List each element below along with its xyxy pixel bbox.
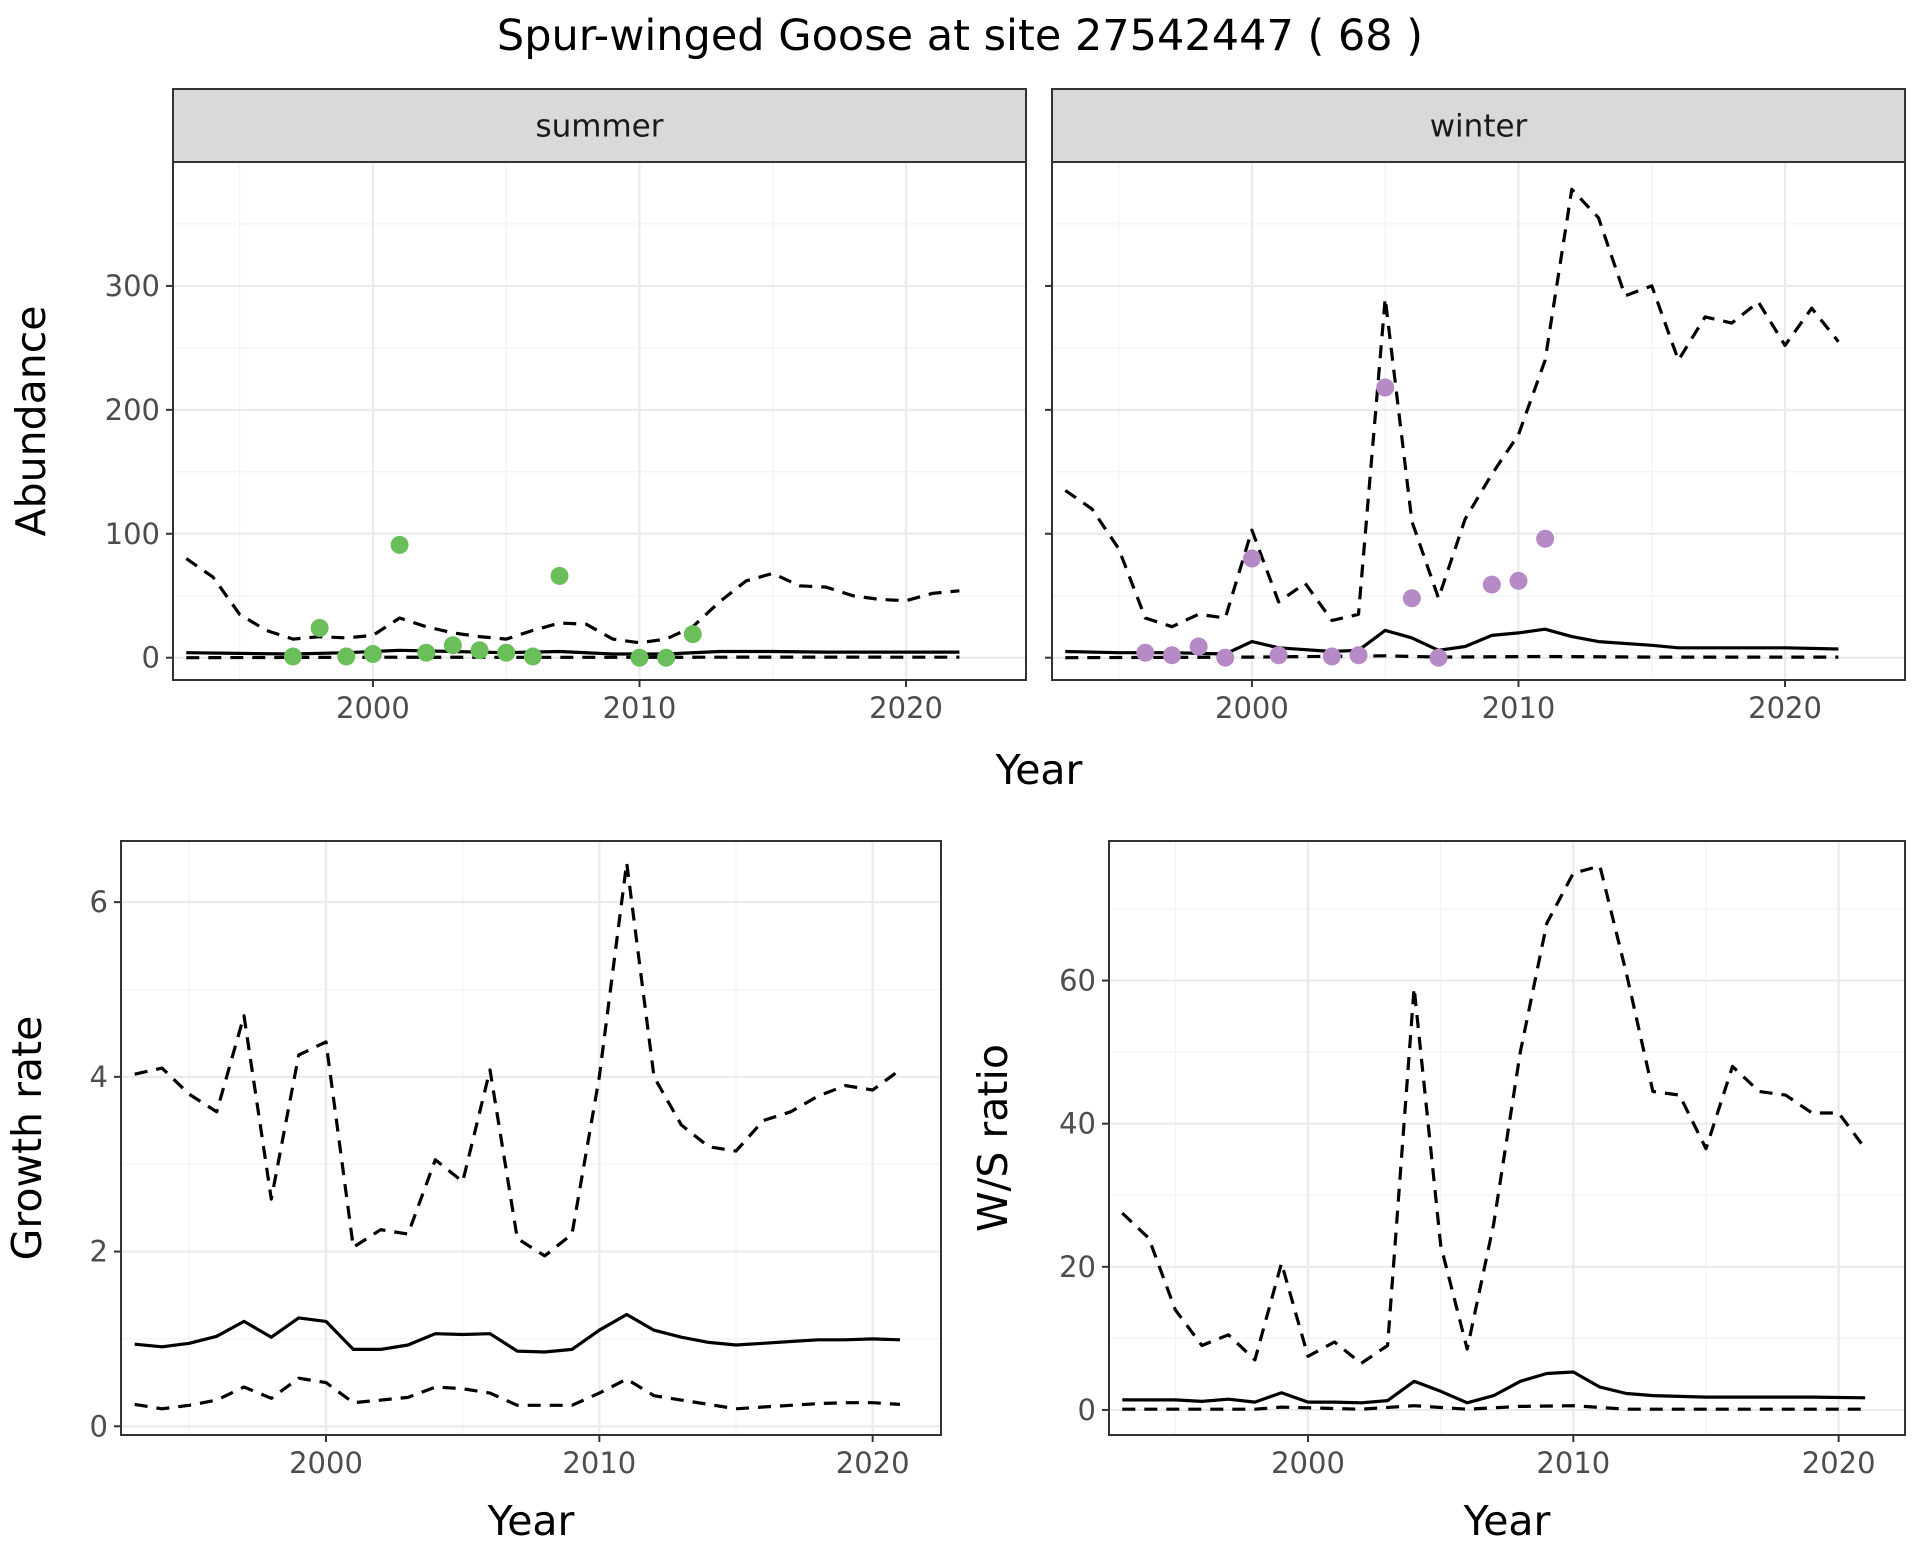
x-tick-label: 2020: [1748, 691, 1822, 725]
data-point: [523, 647, 542, 666]
data-point: [497, 643, 516, 662]
facet-strip: [1051, 88, 1906, 163]
panel-border: [1108, 840, 1906, 1436]
x-axis-label: Year: [487, 1497, 575, 1545]
data-layer: [1064, 187, 1840, 667]
y-axis-label: Growth rate: [3, 1016, 51, 1261]
plot-title: Spur-winged Goose at site 27542447 ( 68 …: [497, 11, 1423, 61]
data-point: [310, 618, 329, 637]
x-tick-label: 2020: [869, 691, 943, 725]
facet-strip-label: winter: [1430, 109, 1528, 145]
x-tick-label: 2000: [336, 691, 410, 725]
data-point: [443, 636, 462, 655]
data-point: [470, 641, 489, 660]
x-axis-label: Year: [1463, 1497, 1551, 1545]
data-layer: [185, 535, 960, 667]
y-tick-label: 100: [105, 517, 160, 551]
x-tick-label: 2010: [562, 1446, 636, 1480]
data-point: [363, 644, 382, 663]
x-tick-label: 2010: [603, 691, 677, 725]
y-axis-label: Abundance: [7, 306, 55, 537]
x-tick-label: 2000: [1271, 1446, 1345, 1480]
data-layer: [134, 861, 901, 1411]
series-line-mean: [134, 1312, 901, 1354]
data-point: [1216, 648, 1235, 667]
facet-strip: [172, 88, 1027, 163]
facet-strip-label: summer: [535, 109, 663, 145]
data-point: [337, 647, 356, 666]
y-axis-label: W/S ratio: [969, 1044, 1017, 1232]
panel-ws-ratio: 2000 2010 2020 0 20 40 60 W/S ratio Year: [969, 840, 1906, 1545]
y-tick-label: 60: [1059, 964, 1096, 998]
data-point: [1402, 589, 1421, 608]
data-point: [1509, 571, 1528, 590]
panel-abundance-winter: winter 2000 2010 2020: [1045, 88, 1906, 725]
x-axis-label-top: Year: [995, 746, 1083, 794]
y-tick-label: 4: [90, 1060, 108, 1094]
data-point: [1269, 646, 1288, 665]
series-line-upper: [185, 557, 960, 645]
series-line-mean: [1065, 627, 1839, 656]
data-layer: [1121, 864, 1867, 1411]
y-tick-label: 0: [142, 641, 160, 675]
series-line-lower: [1122, 1404, 1866, 1411]
data-point: [1376, 378, 1395, 397]
x-tick-label: 2010: [1482, 691, 1556, 725]
y-tick-label: 300: [105, 269, 160, 303]
y-tick-label: 0: [1078, 1393, 1096, 1427]
data-point: [630, 648, 649, 667]
data-point: [1349, 646, 1368, 665]
data-point: [1242, 549, 1261, 568]
data-point: [657, 648, 676, 667]
data-point: [1429, 648, 1448, 667]
y-tick-label: 200: [105, 393, 160, 427]
series-line-mean: [1122, 1370, 1866, 1405]
data-point: [1162, 646, 1181, 665]
data-point: [1482, 575, 1501, 594]
panel-abundance-summer: summer 2000 2010 2020 0 100 200 300 Abundance: [7, 88, 1027, 725]
data-point: [283, 647, 302, 666]
series-line-upper: [134, 861, 901, 1258]
series-line-mean: [186, 648, 960, 656]
data-point: [1189, 637, 1208, 656]
panel-background: [121, 841, 941, 1435]
x-tick-label: 2000: [289, 1446, 363, 1480]
panel-background: [173, 162, 1026, 680]
y-tick-label: 0: [90, 1409, 108, 1443]
x-tick-label: 2020: [1802, 1446, 1876, 1480]
series-line-upper: [1121, 864, 1867, 1365]
data-point: [1322, 647, 1341, 666]
series-line-upper: [1064, 187, 1840, 629]
data-point: [417, 643, 436, 662]
data-point: [1536, 529, 1555, 548]
panel-border: [120, 840, 942, 1436]
panel-background: [1052, 162, 1905, 680]
x-tick-label: 2000: [1215, 691, 1289, 725]
y-tick-label: 6: [90, 885, 108, 919]
panel-growth-rate: 2000 2010 2020 0 2 4 6 Growth rate Year: [3, 840, 942, 1545]
x-tick-label: 2020: [836, 1446, 910, 1480]
series-line-lower: [134, 1376, 901, 1411]
data-point: [683, 625, 702, 644]
data-point: [390, 535, 409, 554]
series-line-lower: [1065, 654, 1839, 660]
data-point: [1136, 643, 1155, 662]
y-tick-label: 20: [1059, 1250, 1096, 1284]
y-tick-label: 40: [1059, 1107, 1096, 1141]
data-point: [550, 566, 569, 585]
y-tick-label: 2: [90, 1235, 108, 1269]
x-tick-label: 2010: [1536, 1446, 1610, 1480]
